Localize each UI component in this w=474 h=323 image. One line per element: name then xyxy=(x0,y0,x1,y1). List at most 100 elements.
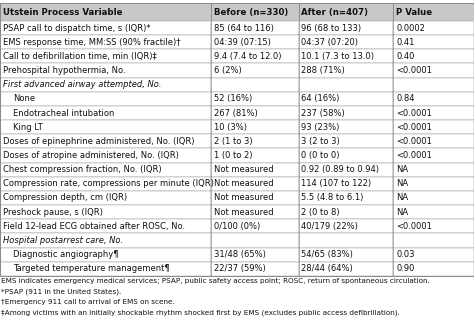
Bar xyxy=(299,78,393,92)
Bar xyxy=(393,120,474,134)
Text: Doses of epinephrine administered, No. (IQR): Doses of epinephrine administered, No. (… xyxy=(3,137,194,146)
Text: Compression depth, cm (IQR): Compression depth, cm (IQR) xyxy=(3,193,127,203)
Bar xyxy=(393,262,474,276)
Bar xyxy=(299,149,393,162)
Bar xyxy=(299,35,393,49)
Text: Not measured: Not measured xyxy=(214,165,273,174)
Text: 0/100 (0%): 0/100 (0%) xyxy=(214,222,260,231)
Text: 114 (107 to 122): 114 (107 to 122) xyxy=(301,179,372,188)
Text: 288 (71%): 288 (71%) xyxy=(301,66,345,75)
Text: <0.0001: <0.0001 xyxy=(396,222,432,231)
Text: 2 (1 to 3): 2 (1 to 3) xyxy=(214,137,252,146)
Bar xyxy=(393,21,474,35)
Bar xyxy=(393,134,474,148)
Bar xyxy=(0,49,211,63)
Text: Utstein Process Variable: Utstein Process Variable xyxy=(3,8,122,16)
Bar xyxy=(0,247,211,262)
Text: †Emergency 911 call to arrival of EMS on scene.: †Emergency 911 call to arrival of EMS on… xyxy=(1,299,175,305)
Bar xyxy=(0,35,211,49)
Bar xyxy=(211,219,299,233)
Bar xyxy=(299,3,393,21)
Text: EMS indicates emergency medical services; PSAP, public safety access point; ROSC: EMS indicates emergency medical services… xyxy=(1,278,430,285)
Bar xyxy=(211,233,299,247)
Text: PSAP call to dispatch time, s (IQR)*: PSAP call to dispatch time, s (IQR)* xyxy=(3,24,150,33)
Text: 237 (58%): 237 (58%) xyxy=(301,109,345,118)
Bar xyxy=(299,247,393,262)
Text: 31/48 (65%): 31/48 (65%) xyxy=(214,250,265,259)
Text: 0.92 (0.89 to 0.94): 0.92 (0.89 to 0.94) xyxy=(301,165,380,174)
Bar xyxy=(299,162,393,177)
Bar xyxy=(211,134,299,148)
Bar xyxy=(211,262,299,276)
Text: Not measured: Not measured xyxy=(214,208,273,217)
Bar xyxy=(393,64,474,78)
Bar xyxy=(393,162,474,177)
Text: <0.0001: <0.0001 xyxy=(396,123,432,132)
Bar xyxy=(211,92,299,106)
Text: King LT: King LT xyxy=(13,123,43,132)
Text: NA: NA xyxy=(396,208,409,217)
Text: 0.90: 0.90 xyxy=(396,264,415,273)
Bar xyxy=(299,64,393,78)
Bar xyxy=(0,162,211,177)
Text: 0 (0 to 0): 0 (0 to 0) xyxy=(301,151,340,160)
Text: First advanced airway attempted, No.: First advanced airway attempted, No. xyxy=(3,80,161,89)
Bar xyxy=(0,191,211,205)
Text: 04:37 (07:20): 04:37 (07:20) xyxy=(301,38,358,47)
Bar xyxy=(211,49,299,63)
Bar xyxy=(393,78,474,92)
Text: 2 (0 to 8): 2 (0 to 8) xyxy=(301,208,340,217)
Bar xyxy=(299,21,393,35)
Text: After (n=407): After (n=407) xyxy=(301,8,368,16)
Bar xyxy=(211,191,299,205)
Bar xyxy=(0,233,211,247)
Bar xyxy=(0,78,211,92)
Text: 0.40: 0.40 xyxy=(396,52,415,61)
Text: 04:39 (07:15): 04:39 (07:15) xyxy=(214,38,271,47)
Bar xyxy=(0,3,474,276)
Text: 54/65 (83%): 54/65 (83%) xyxy=(301,250,353,259)
Text: Doses of atropine administered, No. (IQR): Doses of atropine administered, No. (IQR… xyxy=(3,151,179,160)
Bar xyxy=(0,3,211,21)
Text: 0.84: 0.84 xyxy=(396,94,415,103)
Bar xyxy=(299,177,393,191)
Bar xyxy=(299,106,393,120)
Bar xyxy=(211,64,299,78)
Bar xyxy=(0,205,211,219)
Text: P Value: P Value xyxy=(396,8,432,16)
Bar xyxy=(211,78,299,92)
Text: EMS response time, MM:SS (90% fractile)†: EMS response time, MM:SS (90% fractile)† xyxy=(3,38,180,47)
Text: 64 (16%): 64 (16%) xyxy=(301,94,340,103)
Text: 6 (2%): 6 (2%) xyxy=(214,66,242,75)
Bar xyxy=(211,177,299,191)
Bar xyxy=(299,191,393,205)
Bar xyxy=(393,233,474,247)
Bar xyxy=(211,162,299,177)
Text: 85 (64 to 116): 85 (64 to 116) xyxy=(214,24,273,33)
Bar xyxy=(211,120,299,134)
Text: Compression rate, compressions per minute (IQR): Compression rate, compressions per minut… xyxy=(3,179,214,188)
Text: Endotracheal intubation: Endotracheal intubation xyxy=(13,109,115,118)
Bar xyxy=(0,21,211,35)
Bar xyxy=(0,219,211,233)
Text: 22/37 (59%): 22/37 (59%) xyxy=(214,264,265,273)
Text: 5.5 (4.8 to 6.1): 5.5 (4.8 to 6.1) xyxy=(301,193,364,203)
Bar xyxy=(211,149,299,162)
Text: NA: NA xyxy=(396,179,409,188)
Bar xyxy=(0,64,211,78)
Text: 9.4 (7.4 to 12.0): 9.4 (7.4 to 12.0) xyxy=(214,52,281,61)
Bar xyxy=(299,49,393,63)
Bar xyxy=(299,233,393,247)
Text: 28/44 (64%): 28/44 (64%) xyxy=(301,264,353,273)
Text: Call to defibrillation time, min (IQR)‡: Call to defibrillation time, min (IQR)‡ xyxy=(3,52,156,61)
Bar xyxy=(0,177,211,191)
Text: 40/179 (22%): 40/179 (22%) xyxy=(301,222,358,231)
Text: Not measured: Not measured xyxy=(214,179,273,188)
Text: 93 (23%): 93 (23%) xyxy=(301,123,340,132)
Bar xyxy=(393,35,474,49)
Bar xyxy=(211,205,299,219)
Bar xyxy=(0,92,211,106)
Text: 96 (68 to 133): 96 (68 to 133) xyxy=(301,24,362,33)
Bar xyxy=(393,219,474,233)
Text: NA: NA xyxy=(396,193,409,203)
